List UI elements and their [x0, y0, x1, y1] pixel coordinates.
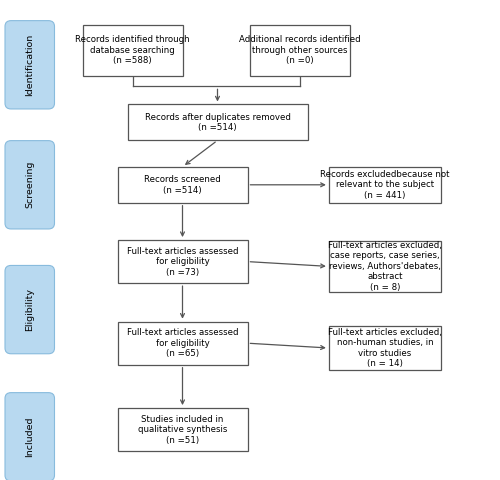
FancyBboxPatch shape	[329, 167, 442, 203]
Text: Records identified through
database searching
(n =588): Records identified through database sear…	[75, 36, 190, 65]
Text: Eligibility: Eligibility	[25, 288, 34, 331]
FancyBboxPatch shape	[82, 25, 182, 75]
FancyBboxPatch shape	[118, 240, 248, 283]
Text: Records screened
(n =514): Records screened (n =514)	[144, 175, 221, 194]
Text: Full-text articles excluded,
non-human studies, in
vitro studies
(n = 14): Full-text articles excluded, non-human s…	[328, 328, 442, 368]
FancyBboxPatch shape	[5, 21, 54, 109]
Text: Studies included in
qualitative synthesis
(n =51): Studies included in qualitative synthesi…	[138, 415, 227, 444]
Text: Full-text articles excluded,
case reports, case series,
reviews, Authors'debates: Full-text articles excluded, case report…	[328, 241, 442, 292]
FancyBboxPatch shape	[329, 241, 442, 291]
FancyBboxPatch shape	[118, 322, 248, 365]
Text: Identification: Identification	[25, 34, 34, 96]
Text: Full-text articles assessed
for eligibility
(n =73): Full-text articles assessed for eligibil…	[127, 247, 238, 276]
FancyBboxPatch shape	[128, 105, 308, 140]
FancyBboxPatch shape	[118, 408, 248, 451]
Text: Screening: Screening	[25, 161, 34, 208]
FancyBboxPatch shape	[118, 167, 248, 203]
Text: Records after duplicates removed
(n =514): Records after duplicates removed (n =514…	[144, 113, 290, 132]
Text: Full-text articles assessed
for eligibility
(n =65): Full-text articles assessed for eligibil…	[127, 328, 238, 358]
Text: Additional records identified
through other sources
(n =0): Additional records identified through ot…	[239, 36, 361, 65]
Text: Records excludedbecause not
relevant to the subject
(n = 441): Records excludedbecause not relevant to …	[320, 170, 450, 200]
FancyBboxPatch shape	[329, 326, 442, 370]
Text: Included: Included	[25, 417, 34, 457]
FancyBboxPatch shape	[5, 141, 54, 229]
FancyBboxPatch shape	[250, 25, 350, 75]
FancyBboxPatch shape	[5, 393, 54, 480]
FancyBboxPatch shape	[5, 265, 54, 354]
